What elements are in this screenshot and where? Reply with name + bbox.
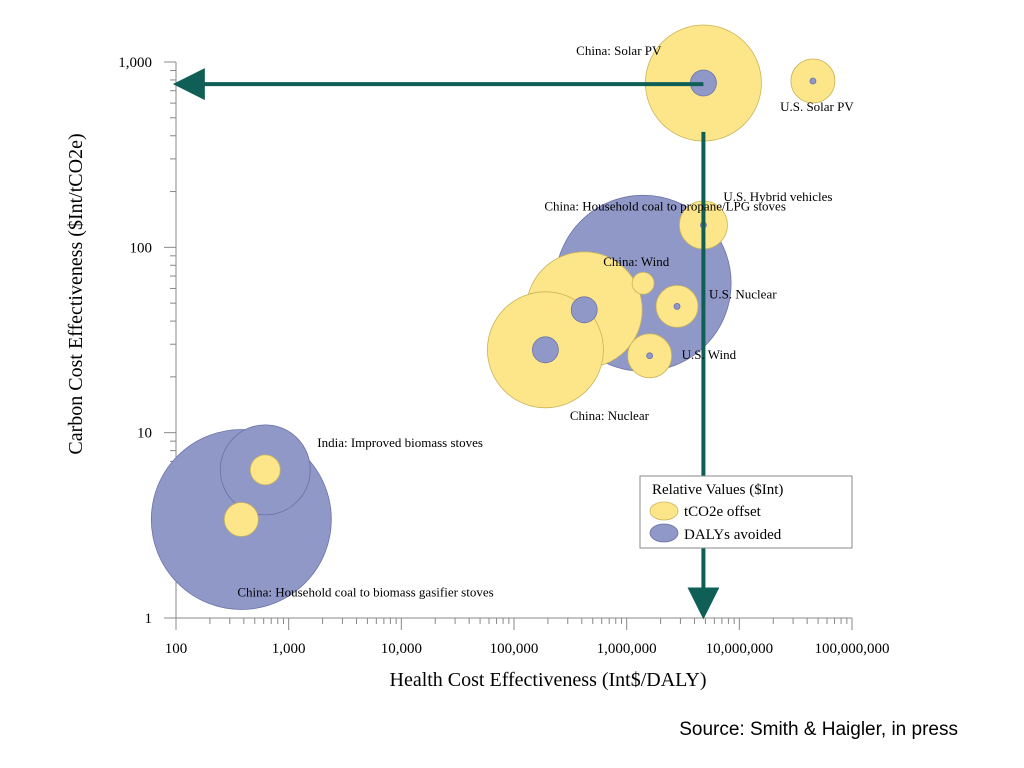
co2-offset-bubble	[223, 502, 259, 537]
bubble-label: India: Improved biomass stoves	[317, 435, 483, 450]
bubble-label: China: Household coal to biomass gasifie…	[237, 584, 493, 599]
legend-daly-label: DALYs avoided	[684, 527, 782, 543]
x-tick-label: 1,000	[272, 641, 306, 657]
source-note: Source: Smith & Haigler, in press	[679, 719, 958, 740]
bubble-label: China: Solar PV	[576, 43, 662, 58]
legend-co2-swatch	[649, 501, 679, 521]
bubble-label: China: Wind	[603, 254, 670, 269]
y-axis-title: Carbon Cost Effectiveness ($Int/tCO2e)	[65, 133, 87, 454]
axes: 100 1,000 10,000 100,000 1,000,000 10,000,000…	[118, 55, 889, 657]
y-tick-label: 1	[145, 611, 153, 627]
y-tick-label: 1,000	[118, 55, 152, 71]
legend-co2-label: tCO2e offset	[684, 504, 762, 520]
daly-avoided-bubble	[646, 352, 654, 360]
legend-daly-swatch	[649, 523, 679, 543]
daly-avoided-bubble	[673, 303, 681, 310]
daly-avoided-bubble	[570, 296, 598, 324]
bubble-labels: China: Solar PV U.S. Solar PV U.S. Hybrid …	[237, 43, 854, 599]
daly-avoided-bubble	[532, 336, 559, 364]
bubbles	[150, 24, 836, 610]
bubble-label: U.S. Wind	[682, 347, 737, 362]
x-tick-label: 100,000	[490, 641, 539, 657]
y-tick-label: 100	[130, 240, 153, 256]
x-tick-label: 1,000,000	[597, 641, 657, 657]
co2-offset-bubble	[249, 454, 281, 486]
x-tick-label: 100	[165, 641, 188, 657]
bubble-label: China: Household coal to propane/LPG sto…	[544, 198, 786, 213]
bubble-label: U.S. Nuclear	[709, 286, 777, 301]
legend: Relative Values ($Int) tCO2e offset DALY…	[639, 475, 853, 549]
bubble-label: U.S. Hybrid vehicles	[723, 189, 832, 204]
bubble-label: China: Nuclear	[570, 408, 650, 423]
legend-title: Relative Values ($Int)	[652, 482, 783, 498]
co2-offset-bubble	[631, 271, 655, 295]
x-tick-label: 10,000	[381, 641, 422, 657]
x-tick-label: 100,000,000	[815, 641, 890, 657]
y-tick-label: 10	[137, 426, 152, 442]
daly-avoided-bubble	[809, 77, 817, 85]
x-tick-label: 10,000,000	[706, 641, 774, 657]
x-axis-title: Health Cost Effectiveness (Int$/DALY)	[390, 669, 707, 691]
bubble-label: U.S. Solar PV	[780, 99, 854, 114]
